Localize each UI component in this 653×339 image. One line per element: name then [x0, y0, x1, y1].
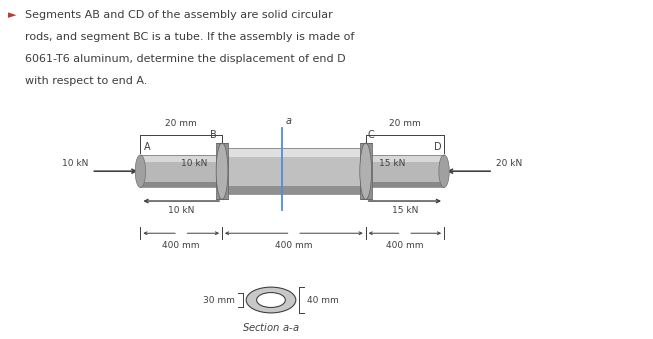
Text: 20 kN: 20 kN: [496, 159, 522, 168]
Text: Segments AB and CD of the assembly are solid circular: Segments AB and CD of the assembly are s…: [25, 10, 332, 20]
Text: 10 kN: 10 kN: [168, 206, 195, 215]
Bar: [222, 148, 366, 194]
Text: 10 kN: 10 kN: [181, 159, 208, 168]
Text: 400 mm: 400 mm: [275, 241, 313, 250]
Ellipse shape: [439, 155, 449, 187]
Ellipse shape: [216, 143, 228, 199]
Bar: [140, 155, 222, 162]
Bar: [140, 182, 222, 187]
Bar: [222, 186, 366, 194]
Text: 40 mm: 40 mm: [307, 296, 339, 304]
Text: a: a: [286, 116, 292, 126]
Bar: [216, 143, 228, 199]
Text: 20 mm: 20 mm: [389, 119, 421, 128]
Circle shape: [257, 293, 285, 307]
Ellipse shape: [135, 155, 146, 187]
Text: D: D: [434, 142, 442, 152]
Bar: [360, 143, 372, 199]
Text: 30 mm: 30 mm: [203, 296, 235, 304]
Bar: [366, 155, 444, 187]
Text: 400 mm: 400 mm: [163, 241, 200, 250]
Text: 15 kN: 15 kN: [379, 159, 405, 168]
Text: B: B: [210, 130, 217, 140]
Text: 20 mm: 20 mm: [165, 119, 197, 128]
Bar: [222, 148, 366, 157]
Bar: [140, 155, 222, 187]
Circle shape: [246, 287, 296, 313]
Ellipse shape: [360, 143, 372, 199]
Bar: [366, 182, 444, 187]
Text: A: A: [144, 142, 151, 152]
Text: 15 kN: 15 kN: [392, 206, 418, 215]
Text: 400 mm: 400 mm: [386, 241, 424, 250]
Bar: [366, 155, 444, 162]
Text: Section $a$-$a$: Section $a$-$a$: [242, 321, 300, 333]
Text: ►: ►: [8, 10, 16, 20]
Text: with respect to end A.: with respect to end A.: [25, 76, 147, 86]
Text: 6061-T6 aluminum, determine the displacement of end D: 6061-T6 aluminum, determine the displace…: [25, 54, 345, 64]
Text: 10 kN: 10 kN: [62, 159, 88, 168]
Text: C: C: [368, 130, 374, 140]
Text: rods, and segment BC is a tube. If the assembly is made of: rods, and segment BC is a tube. If the a…: [25, 32, 354, 42]
